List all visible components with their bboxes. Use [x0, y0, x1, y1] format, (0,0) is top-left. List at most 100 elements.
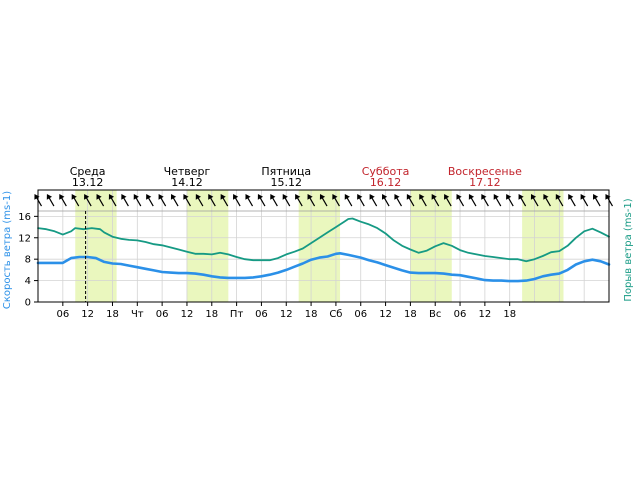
arrow-head — [71, 193, 77, 200]
x-tick-label: Чт — [131, 309, 144, 320]
arrow-head — [381, 193, 388, 200]
arrow-head — [195, 193, 201, 200]
north-west-arrow-icon — [108, 193, 117, 207]
arrow-head — [419, 193, 425, 200]
north-west-arrow-icon — [580, 193, 589, 207]
series-lines — [36, 217, 611, 283]
north-west-arrow-icon — [307, 193, 316, 207]
arrow-head — [233, 193, 239, 200]
north-west-arrow-icon — [456, 193, 465, 207]
arrow-head — [518, 193, 524, 200]
x-tick-label: 18 — [503, 309, 516, 320]
north-west-arrow-icon — [506, 193, 514, 207]
arrow-head — [468, 193, 475, 200]
series-line — [36, 252, 611, 283]
north-west-arrow-icon — [481, 193, 489, 207]
daylight-band — [186, 190, 229, 302]
day-date-label: 14.12 — [171, 176, 203, 189]
arrow-head — [270, 193, 276, 200]
arrow-head — [456, 193, 462, 200]
north-west-arrow-icon — [381, 193, 390, 207]
north-west-arrow-icon — [121, 193, 129, 207]
north-west-arrow-icon — [530, 193, 539, 207]
arrow-head — [183, 193, 189, 200]
arrow-head — [257, 193, 264, 200]
arrow-head — [493, 193, 499, 200]
x-tick-label: 12 — [479, 309, 492, 320]
north-west-arrow-icon — [468, 193, 477, 207]
north-west-arrow-icon — [195, 193, 204, 207]
north-west-arrow-icon — [419, 193, 427, 207]
north-west-arrow-icon — [220, 193, 229, 207]
series-line — [37, 217, 610, 263]
north-west-arrow-icon — [431, 193, 440, 207]
y-axis-left-label: Скорость ветра (ms-1) — [2, 191, 13, 309]
y-tick-label: 12 — [18, 233, 31, 244]
arrow-head — [46, 193, 53, 200]
daylight-bands — [38, 190, 609, 302]
arrow-head — [444, 193, 450, 200]
north-west-arrow-icon — [406, 193, 415, 207]
gridlines — [38, 190, 609, 302]
x-tick-label: 18 — [404, 309, 417, 320]
arrow-head — [481, 193, 487, 200]
arrow-head — [34, 193, 40, 200]
north-west-arrow-icon — [96, 193, 105, 207]
x-tick-label: 18 — [205, 309, 218, 320]
x-tick-label: 06 — [454, 309, 467, 320]
day-name-label: Четверг — [164, 165, 211, 178]
day-date-label: 15.12 — [271, 176, 303, 189]
x-tick-label: 18 — [305, 309, 318, 320]
north-west-arrow-icon — [282, 193, 291, 207]
north-west-arrow-icon — [592, 193, 601, 207]
north-west-arrow-icon — [444, 193, 452, 207]
x-tick-label: 12 — [379, 309, 392, 320]
arrow-head — [108, 193, 115, 200]
daylight-band — [298, 190, 341, 302]
arrow-head — [220, 193, 226, 200]
arrow-head — [332, 193, 338, 200]
north-west-arrow-icon — [183, 193, 191, 207]
arrow-head — [146, 193, 152, 200]
arrow-head — [245, 193, 251, 200]
north-west-arrow-icon — [71, 193, 80, 207]
arrow-head — [406, 193, 412, 200]
north-west-arrow-icon — [245, 193, 254, 207]
north-west-arrow-icon — [344, 193, 353, 207]
arrow-head — [133, 193, 139, 200]
north-west-arrow-icon — [59, 193, 67, 207]
arrow-head — [319, 193, 326, 200]
north-west-arrow-icon — [295, 193, 303, 207]
arrow-head — [592, 193, 599, 200]
north-west-arrow-icon — [158, 193, 167, 207]
arrow-head — [506, 193, 512, 200]
north-west-arrow-icon — [46, 193, 55, 207]
x-tick-label: 06 — [255, 309, 268, 320]
arrow-head — [555, 193, 561, 200]
north-west-arrow-icon — [543, 193, 551, 207]
arrow-head — [369, 193, 375, 200]
arrow-head — [530, 193, 537, 200]
arrow-head — [431, 193, 437, 200]
north-west-arrow-icon — [394, 193, 402, 207]
north-west-arrow-icon — [133, 193, 142, 207]
north-west-arrow-icon — [170, 193, 179, 207]
north-west-arrow-icon — [568, 193, 576, 207]
x-tick-label: 12 — [280, 309, 293, 320]
north-west-arrow-icon — [319, 193, 328, 207]
arrow-head — [121, 193, 127, 200]
y-tick-label: 4 — [25, 276, 31, 287]
plot-border — [37, 189, 610, 303]
x-tick-label: 18 — [106, 309, 119, 320]
north-west-arrow-icon — [493, 193, 502, 207]
arrow-head — [357, 193, 363, 200]
north-west-arrow-icon — [84, 193, 92, 207]
y-tick-label: 0 — [25, 298, 31, 309]
daylight-band — [75, 190, 117, 302]
daylight-band — [522, 190, 564, 302]
arrow-head — [59, 193, 65, 200]
day-name-label: Воскресенье — [448, 165, 522, 178]
day-date-label: 16.12 — [370, 176, 402, 189]
